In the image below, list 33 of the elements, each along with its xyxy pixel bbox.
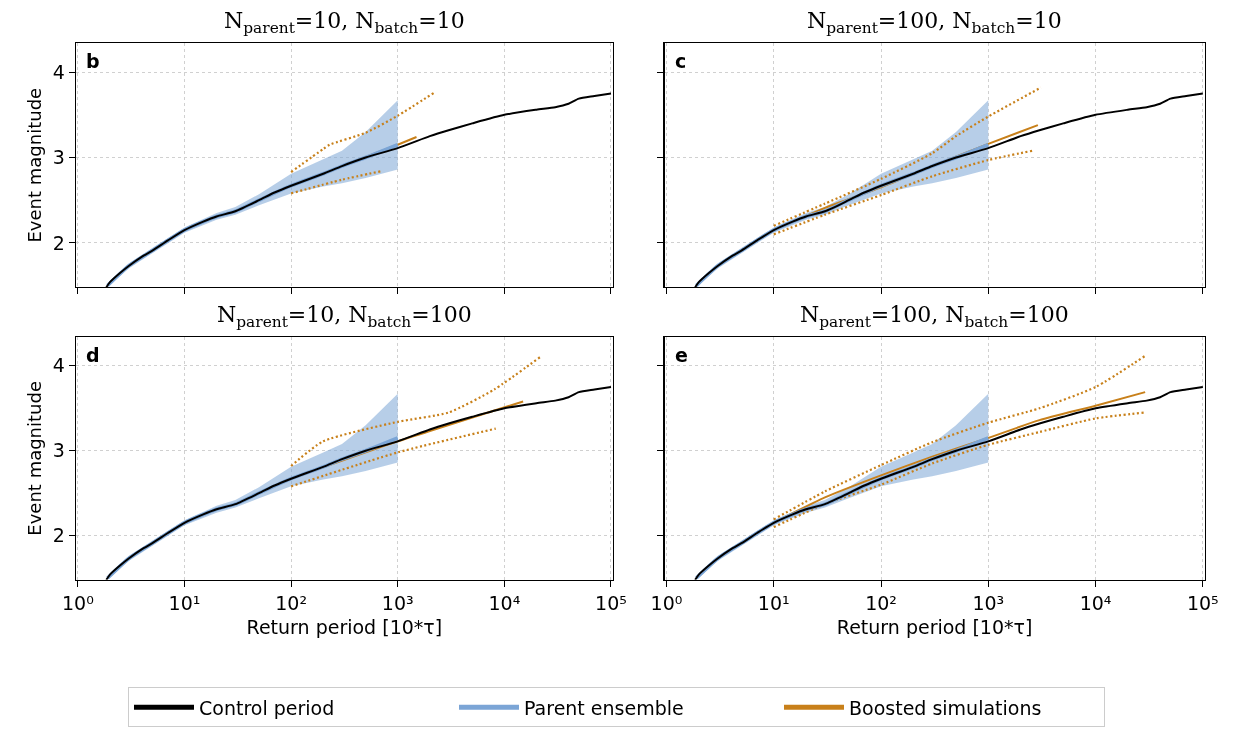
y-axis-title: Event magnitude xyxy=(24,87,46,243)
annotation: b xyxy=(86,50,100,72)
x-tick-label: 10¹ xyxy=(168,591,201,614)
y-tick-label: 4 xyxy=(52,60,65,83)
y-tick-label: 2 xyxy=(52,524,65,547)
x-axis-title: Return period [10*τ] xyxy=(836,616,1033,639)
y-axis-title: Event magnitude xyxy=(24,381,46,536)
x-tick-label: 10⁵ xyxy=(595,591,627,614)
legend-label: Boosted simulations xyxy=(849,696,1042,719)
x-tick-label: 10³ xyxy=(972,591,1005,614)
x-tick-label: 10³ xyxy=(381,591,414,614)
x-tick-label: 10² xyxy=(865,591,897,614)
x-tick-label: 10⁴ xyxy=(488,591,521,614)
y-tick-label: 3 xyxy=(52,439,65,462)
x-tick-label: 10⁵ xyxy=(1186,591,1219,614)
annotation: d xyxy=(86,344,100,366)
chart-title: N$_{parent}$=100, N$_{batch}$=100 xyxy=(800,302,1069,331)
x-tick-label: 10⁰ xyxy=(61,591,94,614)
x-tick-label: 10⁰ xyxy=(650,591,683,614)
x-tick-label: 10⁴ xyxy=(1079,591,1112,614)
chart-title: N$_{parent}$=10, N$_{batch}$=10 xyxy=(224,8,465,37)
y-tick-label: 2 xyxy=(52,231,65,254)
x-tick-label: 10² xyxy=(275,591,307,614)
legend-label: Control period xyxy=(199,696,335,719)
legend-label: Parent ensemble xyxy=(524,696,684,719)
y-tick-label: 4 xyxy=(52,354,65,377)
x-axis-title: Return period [10*τ] xyxy=(246,616,443,639)
annotation: e xyxy=(675,344,688,366)
y-tick-label: 3 xyxy=(52,146,65,169)
annotation: c xyxy=(675,50,687,72)
chart-title: N$_{parent}$=10, N$_{batch}$=100 xyxy=(217,302,472,331)
x-tick-label: 10¹ xyxy=(757,591,790,614)
chart-title: N$_{parent}$=100, N$_{batch}$=10 xyxy=(807,8,1062,37)
